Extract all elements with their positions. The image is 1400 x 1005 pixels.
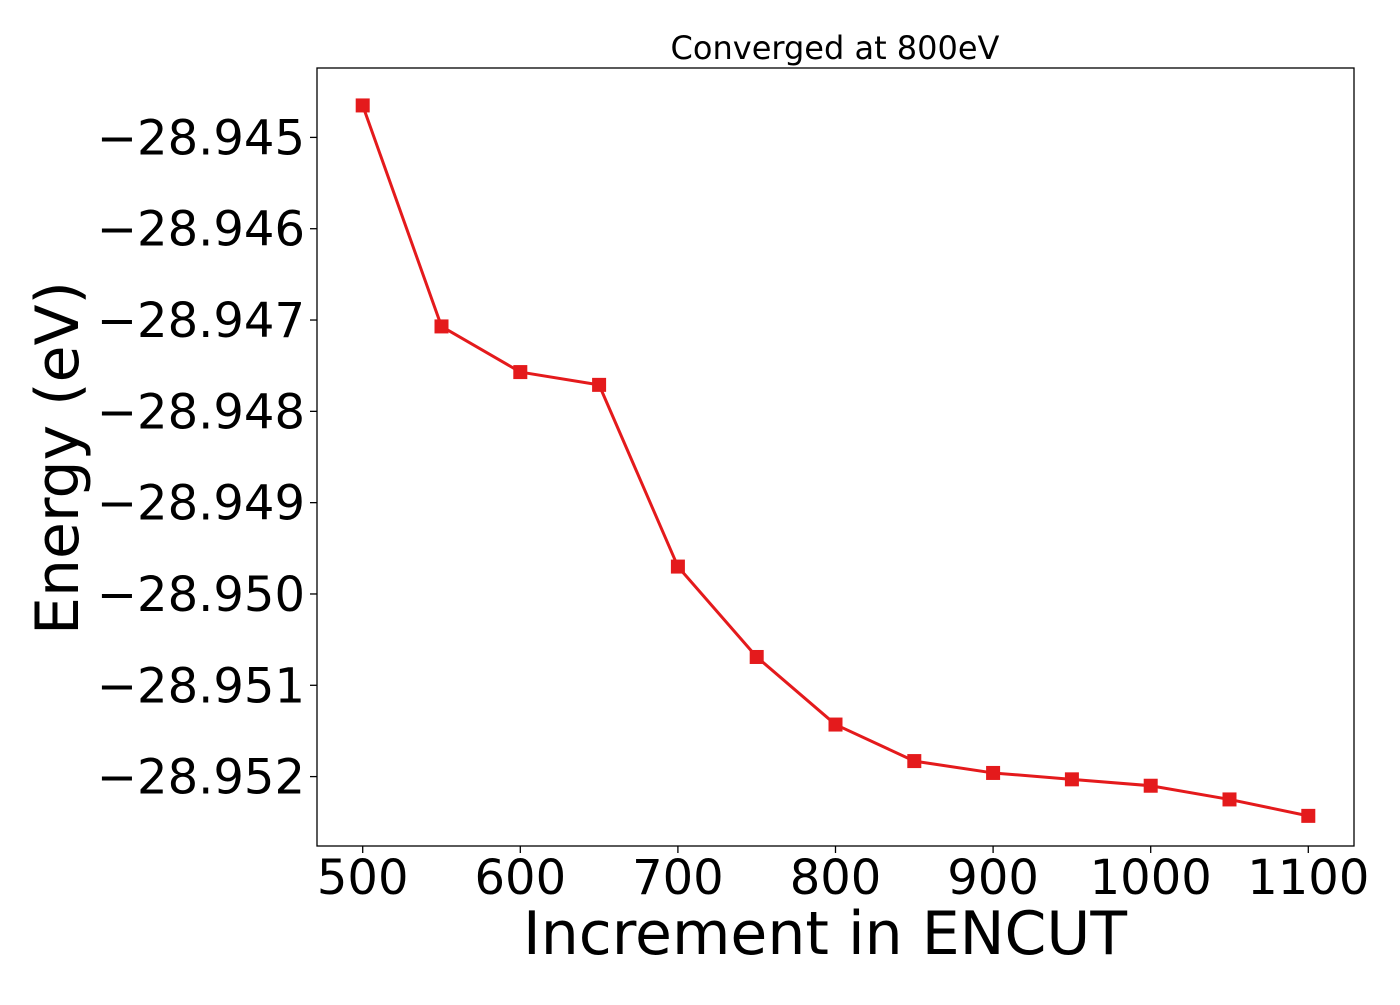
y-axis-label: Energy (eV) <box>23 281 93 635</box>
data-point-marker <box>828 717 843 732</box>
y-tick-label: −28.947 <box>97 293 305 349</box>
y-tick-label: −28.949 <box>97 476 305 532</box>
x-tick-label: 800 <box>790 850 882 906</box>
data-point-marker <box>907 754 922 769</box>
x-tick-label: 900 <box>947 850 1039 906</box>
data-point-marker <box>355 98 370 113</box>
data-point-marker <box>1222 792 1237 807</box>
y-tick-label: −28.946 <box>97 202 305 258</box>
x-tick-label: 1000 <box>1090 850 1212 906</box>
data-point-marker <box>670 559 685 574</box>
x-axis-label: Increment in ENCUT <box>523 899 1127 969</box>
x-tick-label: 1100 <box>1247 850 1369 906</box>
y-tick-label: −28.951 <box>97 658 305 714</box>
x-tick-label: 500 <box>317 850 409 906</box>
series-line <box>361 104 1309 818</box>
data-point-marker <box>592 377 607 392</box>
chart-title: Converged at 800eV <box>671 29 1000 67</box>
x-axis: 500 600 700 800 900 1000 1100 <box>317 846 1369 906</box>
data-series <box>355 98 1316 823</box>
y-axis: −28.945 −28.946 −28.947 −28.948 −28.949 −28.9… <box>97 110 317 806</box>
x-tick-label: 600 <box>474 850 566 906</box>
y-tick-label: −28.952 <box>97 750 305 806</box>
data-point-marker <box>1064 772 1079 787</box>
data-point-marker <box>434 319 449 334</box>
data-point-marker <box>749 649 764 664</box>
data-point-marker <box>1143 778 1158 793</box>
y-tick-label: −28.945 <box>97 110 305 166</box>
y-tick-label: −28.950 <box>97 567 305 623</box>
data-point-marker <box>513 365 528 380</box>
y-tick-label: −28.948 <box>97 384 305 440</box>
x-tick-label: 700 <box>632 850 724 906</box>
data-point-marker <box>1301 808 1316 823</box>
data-point-marker <box>986 765 1001 780</box>
